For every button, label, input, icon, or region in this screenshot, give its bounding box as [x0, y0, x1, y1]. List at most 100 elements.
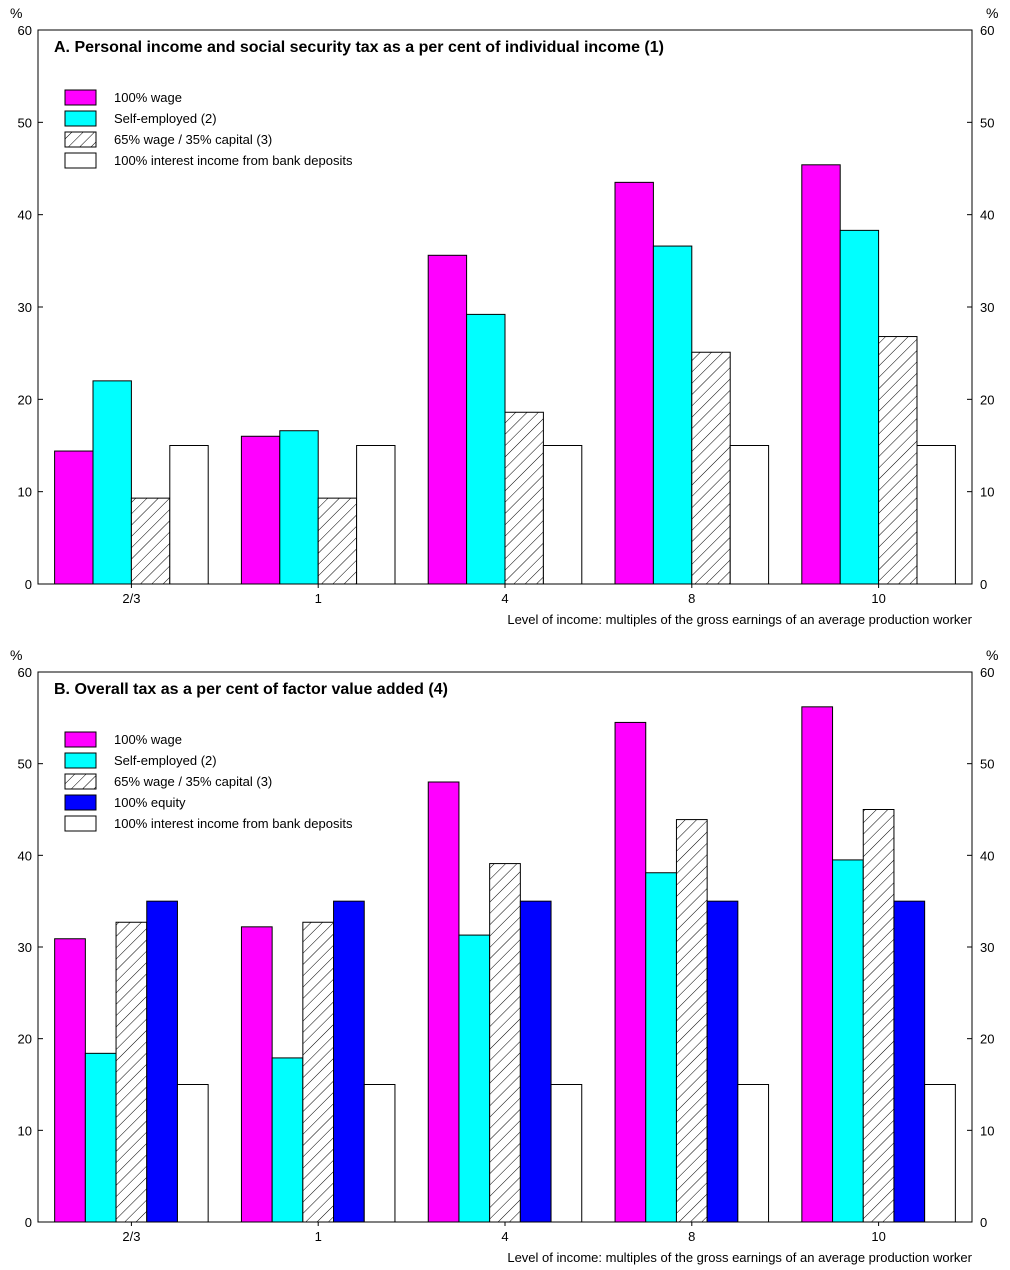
y-tick-label-right: 40: [980, 848, 994, 863]
bar: [363, 1084, 396, 1223]
legend-label: 100% interest income from bank deposits: [114, 153, 353, 168]
legend-label: Self-employed (2): [114, 753, 217, 768]
bar: [924, 1084, 956, 1223]
bar: [737, 1084, 770, 1223]
bar: [240, 435, 281, 585]
y-tick-label-left: 0: [25, 1215, 32, 1230]
y-unit-label-left: %: [10, 647, 22, 663]
chart-panel-a: % % 0 0 10 10 20 20 30 30 40 40 50 50 60 60 2/3 1 4 8 10 A. P…: [10, 5, 998, 627]
x-tick-label: 1: [315, 591, 322, 606]
y-tick-label-right: 60: [980, 665, 994, 680]
x-axis-label: Level of income: multiples of the gross …: [507, 1250, 972, 1265]
y-tick-label-left: 50: [18, 115, 32, 130]
bar: [916, 445, 956, 585]
bar: [550, 1084, 583, 1223]
legend-label: 65% wage / 35% capital (3): [114, 774, 272, 789]
y-tick-label-left: 60: [18, 665, 32, 680]
bar: [271, 1057, 304, 1223]
legend-swatch: [64, 752, 97, 769]
bar: [504, 411, 544, 585]
bar: [92, 380, 132, 585]
y-tick-label-right: 50: [980, 757, 994, 772]
bar: [801, 706, 834, 1223]
x-tick-label: 2/3: [122, 591, 140, 606]
x-tick-label: 10: [871, 1229, 885, 1244]
y-tick-label-left: 20: [18, 1032, 32, 1047]
bar: [169, 445, 209, 585]
bar: [279, 430, 319, 585]
x-axis-label: Level of income: multiples of the gross …: [507, 612, 972, 627]
bar: [729, 445, 770, 585]
y-tick-label-left: 30: [18, 300, 32, 315]
bar: [862, 809, 895, 1223]
x-tick-label: 1: [315, 1229, 322, 1244]
bar: [645, 872, 677, 1223]
y-tick-label-right: 50: [980, 115, 994, 130]
y-tick-label-left: 20: [18, 392, 32, 407]
bar: [115, 921, 148, 1223]
x-tick-label: 4: [501, 591, 508, 606]
x-tick-label: 4: [501, 1229, 508, 1244]
bar: [542, 445, 583, 585]
bar: [691, 351, 731, 585]
bar: [54, 938, 86, 1223]
bar: [458, 934, 491, 1223]
bar: [652, 245, 693, 585]
y-tick-label-left: 50: [18, 757, 32, 772]
y-unit-label-left: %: [10, 5, 22, 21]
y-unit-label-right: %: [986, 5, 998, 21]
bar: [893, 900, 926, 1223]
y-tick-label-right: 10: [980, 485, 994, 500]
legend-swatch: [64, 110, 97, 127]
bar: [54, 450, 94, 585]
bar: [706, 900, 739, 1223]
legend-label: 100% interest income from bank deposits: [114, 816, 353, 831]
bar: [466, 313, 506, 585]
bar: [176, 1084, 209, 1223]
legend-swatch: [64, 815, 97, 832]
bar: [839, 229, 880, 585]
bar: [519, 900, 552, 1223]
bar: [427, 254, 468, 585]
legend-label: 100% wage: [114, 732, 182, 747]
bar: [614, 181, 654, 585]
legend-swatch: [64, 731, 97, 748]
y-tick-label-left: 0: [25, 577, 32, 592]
y-unit-label-right: %: [986, 647, 998, 663]
y-tick-label-left: 10: [18, 1123, 32, 1138]
x-tick-label: 8: [688, 591, 695, 606]
y-tick-label-right: 30: [980, 300, 994, 315]
y-tick-label-right: 10: [980, 1123, 994, 1138]
bar: [832, 859, 864, 1223]
legend-swatch: [64, 794, 97, 811]
bar: [878, 336, 918, 585]
y-tick-label-right: 0: [980, 1215, 987, 1230]
bar: [317, 497, 358, 585]
bar: [614, 721, 647, 1223]
y-tick-label-left: 40: [18, 208, 32, 223]
x-tick-label: 2/3: [122, 1229, 140, 1244]
y-tick-label-left: 60: [18, 23, 32, 38]
x-tick-label: 10: [871, 591, 885, 606]
y-tick-label-right: 60: [980, 23, 994, 38]
bar: [302, 921, 335, 1223]
y-tick-label-left: 10: [18, 485, 32, 500]
bar: [130, 497, 171, 585]
legend-label: 100% equity: [114, 795, 186, 810]
y-tick-label-right: 20: [980, 392, 994, 407]
y-tick-label-left: 40: [18, 848, 32, 863]
bar: [240, 926, 273, 1223]
bar: [333, 900, 365, 1223]
y-tick-label-right: 0: [980, 577, 987, 592]
legend-label: Self-employed (2): [114, 111, 217, 126]
legend-label: 65% wage / 35% capital (3): [114, 132, 272, 147]
bar: [801, 164, 841, 585]
bar: [675, 819, 708, 1223]
bar: [146, 900, 178, 1223]
y-tick-label-left: 30: [18, 940, 32, 955]
legend-label: 100% wage: [114, 90, 182, 105]
legend-swatch: [64, 89, 97, 106]
bar: [489, 863, 521, 1223]
bar: [356, 445, 396, 585]
